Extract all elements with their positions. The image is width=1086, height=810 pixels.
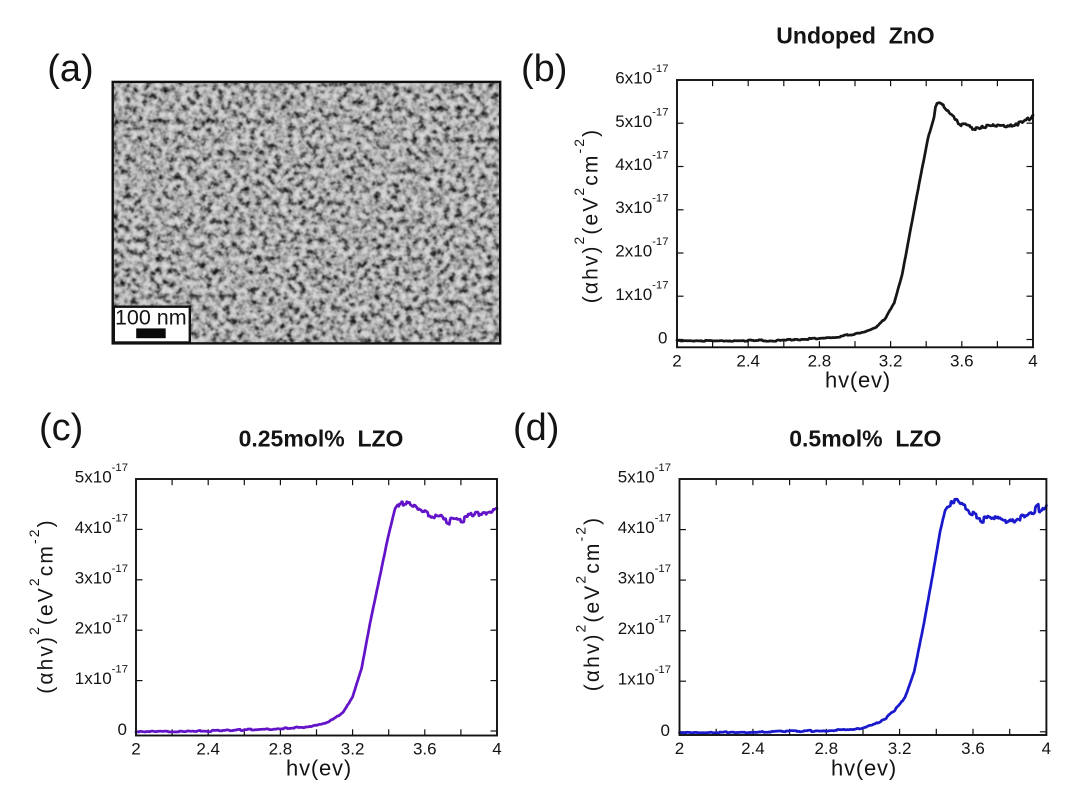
- svg-text:hv(ev): hv(ev): [286, 756, 352, 781]
- svg-text:(d): (d): [513, 407, 559, 449]
- svg-text:2.8: 2.8: [808, 351, 832, 370]
- svg-text:(c): (c): [39, 407, 83, 449]
- svg-text:2: 2: [131, 740, 140, 759]
- svg-text:2: 2: [672, 351, 681, 370]
- svg-text:3.2: 3.2: [879, 351, 903, 370]
- svg-text:100 nm: 100 nm: [115, 306, 187, 330]
- svg-text:(b): (b): [521, 48, 567, 90]
- svg-text:0: 0: [658, 329, 667, 348]
- svg-text:3.2: 3.2: [888, 739, 912, 758]
- svg-text:2.8: 2.8: [814, 739, 838, 758]
- svg-text:3.2: 3.2: [341, 740, 365, 759]
- svg-text:2: 2: [675, 739, 684, 758]
- svg-text:2.4: 2.4: [736, 351, 760, 370]
- svg-text:2.8: 2.8: [269, 740, 293, 759]
- svg-text:Undoped ZnO: Undoped ZnO: [776, 23, 934, 49]
- svg-text:0.5mol% LZO: 0.5mol% LZO: [789, 426, 941, 452]
- svg-text:hv(ev): hv(ev): [831, 756, 897, 781]
- svg-text:2.4: 2.4: [741, 739, 765, 758]
- svg-text:3.6: 3.6: [950, 351, 974, 370]
- svg-text:(a): (a): [47, 48, 93, 90]
- svg-text:hv(ev): hv(ev): [825, 368, 891, 393]
- svg-text:3.6: 3.6: [413, 740, 437, 759]
- svg-text:2.4: 2.4: [196, 740, 220, 759]
- svg-text:4: 4: [492, 740, 501, 759]
- svg-text:0: 0: [118, 720, 127, 739]
- svg-text:4: 4: [1028, 351, 1037, 370]
- svg-text:4: 4: [1042, 739, 1051, 758]
- svg-text:0: 0: [661, 721, 670, 740]
- svg-text:3.6: 3.6: [961, 739, 985, 758]
- svg-text:0.25mol% LZO: 0.25mol% LZO: [239, 426, 404, 452]
